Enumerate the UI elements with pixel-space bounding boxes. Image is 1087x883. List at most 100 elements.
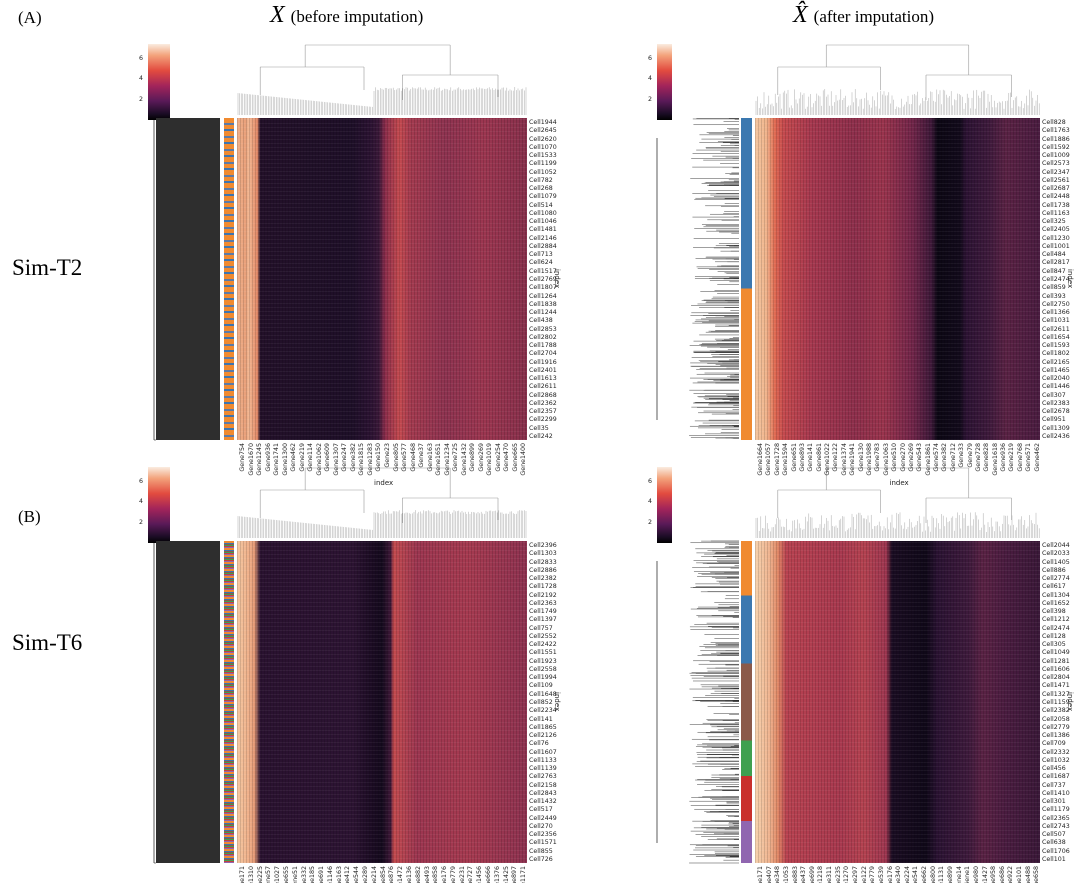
gene-label: Gene571 <box>1025 443 1033 472</box>
row-label: Cell507 <box>1042 831 1066 839</box>
row-label: Cell1199 <box>529 160 557 168</box>
gene-label: Gene1019 <box>486 443 494 476</box>
y-axis-label: index <box>1066 269 1074 289</box>
gene-label: Gene1670 <box>247 443 255 476</box>
gene-label: Gene980 <box>972 866 980 883</box>
gene-label: Gene462 <box>1033 443 1041 472</box>
gene-label: Gene1472 <box>397 866 405 883</box>
gene-label: Gene1664 <box>757 443 764 476</box>
row-label: Cell1749 <box>529 608 557 616</box>
gene-label: Gene510 <box>891 443 899 472</box>
gene-label: Gene1307 <box>332 443 340 476</box>
row-label: Cell2817 <box>1042 259 1070 267</box>
row-label: Cell1405 <box>1042 558 1070 566</box>
row-label: Cell1304 <box>1042 591 1070 599</box>
gene-label: Gene382 <box>941 443 949 472</box>
gene-label: Gene1063 <box>882 443 890 476</box>
gene-label: Gene539 <box>877 866 885 883</box>
gene-label: Gene163 <box>335 866 343 883</box>
gene-label: Gene214 <box>370 866 378 883</box>
row-label: Cell141 <box>529 715 553 723</box>
gene-label: Gene340 <box>895 866 903 883</box>
gene-label: Gene1432 <box>460 443 468 476</box>
gene-label: Gene79 <box>966 443 974 468</box>
row-label: Cell2126 <box>529 732 557 740</box>
gene-label: Gene800 <box>929 866 937 883</box>
colorbar-tick-label: 6 <box>139 478 144 486</box>
colorbar-tick-label: 2 <box>648 518 653 526</box>
row-label: Cell398 <box>1042 608 1066 616</box>
row-label: Cell1613 <box>529 375 557 383</box>
heatmap <box>755 541 1040 863</box>
row-label: Cell517 <box>529 806 553 814</box>
y-axis-label: index <box>553 269 561 289</box>
row-label: Cell1465 <box>1042 366 1070 374</box>
row-label: Cell1264 <box>529 292 557 300</box>
row-label: Cell2552 <box>529 632 557 640</box>
gene-label: Gene470 <box>503 443 511 472</box>
row-label: Cell1079 <box>529 193 557 201</box>
row-label: Cell1163 <box>1042 209 1070 217</box>
gene-label: Gene150 <box>375 443 383 472</box>
row-label: Cell1944 <box>529 119 557 126</box>
gene-label: Gene779 <box>449 866 457 883</box>
gene-label: Gene114 <box>307 443 315 472</box>
gene-label: Gene176 <box>886 866 894 883</box>
gene-label: Gene861 <box>815 443 823 472</box>
gene-label: Gene1 <box>964 866 972 883</box>
gene-label: Gene332 <box>300 866 308 883</box>
row-label: Cell1009 <box>1042 152 1070 160</box>
row-label: Cell757 <box>529 624 553 632</box>
gene-label: Gene269 <box>907 443 915 472</box>
row-label: Cell484 <box>1042 251 1066 259</box>
row-label: Cell1738 <box>1042 201 1070 209</box>
row-label: Sim-T6 <box>12 630 83 655</box>
row-label: Cell1133 <box>529 756 557 764</box>
row-label: Cell2573 <box>1042 160 1070 168</box>
heatmap <box>755 118 1040 440</box>
gene-label: Gene768 <box>1016 443 1024 472</box>
row-label: Cell1212 <box>1042 616 1070 624</box>
row-label: Cell1763 <box>1042 127 1070 135</box>
row-label: Cell2192 <box>529 591 557 599</box>
row-label: Cell2332 <box>1042 748 1070 756</box>
gene-label: Gene412 <box>344 866 352 883</box>
row-label: Cell1865 <box>529 723 557 731</box>
row-label: Cell2779 <box>1042 723 1070 731</box>
row-label: Cell1159 <box>1042 699 1070 706</box>
row-label: Cell624 <box>529 259 553 267</box>
row-label: Cell1179 <box>1042 806 1070 814</box>
row-label: Cell1652 <box>1042 599 1070 607</box>
row-label: Cell393 <box>1042 292 1066 300</box>
gene-label: Gene407 <box>765 866 773 883</box>
gene-label: Gene1062 <box>315 443 323 476</box>
gene-label: Gene136 <box>405 866 413 883</box>
gene-label: Gene666 <box>485 866 493 883</box>
colorbar-tick-label: 4 <box>648 75 653 83</box>
gene-label: Gene1374 <box>840 443 848 476</box>
gene-label: Gene1131 <box>938 866 946 883</box>
row-label: Cell638 <box>1042 839 1066 847</box>
gene-label: Gene651 <box>790 443 798 472</box>
row-label: Cell1031 <box>1042 317 1070 325</box>
row-label: Cell325 <box>1042 218 1066 226</box>
row-label: Cell101 <box>1042 856 1066 863</box>
column-header: X̂ (after imputation) <box>793 2 934 29</box>
row-label: Cell1802 <box>1042 350 1070 358</box>
x-axis-label: index <box>889 479 909 487</box>
gene-label: Gene1427 <box>981 866 989 883</box>
row-label: Cell886 <box>1042 566 1066 574</box>
gene-label: Gene883 <box>791 866 799 883</box>
row-label: Cell2033 <box>1042 550 1070 558</box>
row-label: Cell2558 <box>529 665 557 673</box>
row-label: Cell1481 <box>529 226 557 234</box>
heatmap-noise <box>237 541 527 863</box>
gene-label: Gene37 <box>418 443 426 468</box>
row-label: Cell737 <box>1042 781 1066 789</box>
row-color-strip <box>741 118 752 440</box>
gene-label: Gene1171 <box>520 866 528 883</box>
gene-label: Gene1218 <box>817 866 825 883</box>
gene-label: Gene176 <box>441 866 449 883</box>
row-label: Cell2356 <box>529 831 557 839</box>
row-label: Cell847 <box>1042 267 1066 275</box>
